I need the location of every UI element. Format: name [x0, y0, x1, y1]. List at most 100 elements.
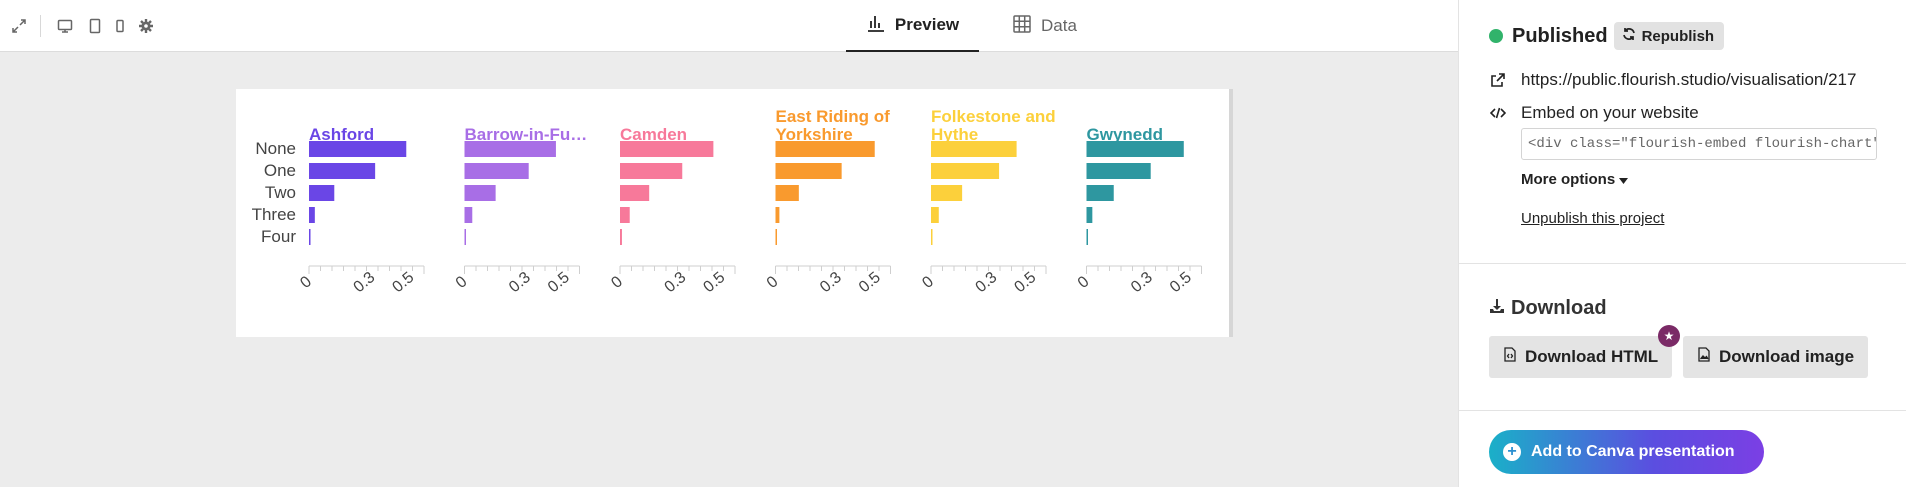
bar — [464, 163, 529, 179]
x-tick-label: 0.3 — [350, 269, 378, 296]
republish-button[interactable]: Republish — [1613, 22, 1725, 50]
refresh-icon — [1622, 27, 1636, 45]
premium-star-badge: ★ — [1658, 325, 1680, 347]
publish-panel: Published Republish https://public.flour… — [1458, 0, 1906, 487]
table-grid-icon — [1012, 14, 1032, 39]
download-image-label: Download image — [1719, 347, 1855, 366]
bar — [931, 207, 939, 223]
bar — [931, 163, 1000, 179]
public-url-link[interactable]: https://public.flourish.studio/visualisa… — [1521, 70, 1857, 89]
x-tick-label: 0 — [453, 273, 471, 292]
published-status-dot — [1489, 29, 1503, 43]
bar — [464, 185, 496, 201]
bar — [775, 141, 875, 157]
republish-label: Republish — [1641, 27, 1715, 45]
x-tick-label: 0 — [608, 273, 626, 292]
bar — [464, 229, 466, 245]
bar — [775, 207, 780, 223]
panel-title: Barrow-in-Fu… — [465, 125, 588, 144]
category-label: None — [255, 139, 296, 158]
bar — [464, 207, 473, 223]
bar — [309, 185, 335, 201]
bar — [1086, 141, 1184, 157]
bar — [775, 185, 799, 201]
category-label: One — [264, 161, 296, 180]
bar — [620, 141, 714, 157]
panel-title: East Riding of Yorkshire — [776, 107, 891, 144]
x-tick-label: 0 — [764, 273, 782, 292]
x-tick-label: 0.5 — [856, 269, 884, 296]
tab-data-label: Data — [1041, 16, 1077, 35]
bar — [1086, 229, 1088, 245]
tablet-icon[interactable] — [86, 17, 104, 35]
category-label: Two — [265, 183, 296, 202]
bar — [1086, 207, 1093, 223]
x-tick-label: 0.5 — [1167, 269, 1195, 296]
download-icon — [1489, 297, 1505, 320]
panel-title: Folkestone and Hythe — [931, 107, 1056, 144]
bar — [931, 229, 933, 245]
panel-title: Camden — [620, 125, 687, 144]
published-label: Published — [1512, 24, 1608, 47]
x-tick-label: 0.3 — [506, 269, 534, 296]
x-tick-label: 0 — [297, 273, 315, 292]
toolbar-divider — [40, 15, 41, 37]
canva-button-label: Add to Canva presentation — [1531, 443, 1735, 460]
settings-icon[interactable] — [137, 17, 155, 35]
bar — [620, 229, 622, 245]
tab-data[interactable]: Data — [1012, 0, 1077, 52]
bar — [620, 163, 683, 179]
download-html-button[interactable]: Download HTML — [1489, 336, 1673, 378]
plus-icon: + — [1503, 443, 1521, 461]
category-label: Three — [252, 205, 296, 224]
download-image-button[interactable]: Download image — [1683, 336, 1869, 378]
more-options-toggle[interactable]: More options — [1521, 171, 1629, 188]
bar — [1086, 185, 1114, 201]
panel-title: Gwynedd — [1087, 125, 1164, 144]
bar — [620, 207, 630, 223]
x-tick-label: 0.3 — [661, 269, 689, 296]
publish-status: Published Republish — [1489, 22, 1725, 50]
x-tick-label: 0.3 — [1128, 269, 1156, 296]
bar — [464, 141, 556, 157]
download-heading: Download — [1489, 297, 1607, 320]
bar — [931, 141, 1017, 157]
desktop-icon[interactable] — [56, 17, 74, 35]
image-file-icon — [1697, 347, 1711, 367]
tab-preview-label: Preview — [894, 15, 960, 34]
x-tick-label: 0.3 — [817, 269, 845, 296]
more-options-label: More options — [1521, 171, 1616, 188]
caret-down-icon — [1619, 171, 1629, 188]
bar — [309, 207, 315, 223]
bar — [620, 185, 650, 201]
mobile-icon[interactable] — [111, 17, 129, 35]
editor-topbar: Preview Data — [0, 0, 1458, 52]
small-multiples-bar-chart: None One Two Three Four Ashford 0 0.3 0.5 Barrow-… — [252, 107, 1202, 296]
tab-preview[interactable]: Preview — [846, 0, 979, 52]
bar-chart-icon — [866, 13, 886, 38]
x-tick-label: 0.3 — [972, 269, 1000, 296]
add-to-canva-button[interactable]: + Add to Canva presentation — [1489, 430, 1764, 474]
x-tick-label: 0 — [1075, 273, 1093, 292]
chart-preview-card: None One Two Three Four Ashford 0 0.3 0.5 Barrow-… — [236, 89, 1233, 337]
panel-divider — [1459, 263, 1906, 264]
panel-divider — [1459, 410, 1906, 411]
bar — [309, 229, 311, 245]
x-tick-label: 0.5 — [545, 269, 573, 296]
x-tick-label: 0 — [919, 273, 937, 292]
x-tick-label: 0.5 — [1011, 269, 1039, 296]
category-label: Four — [261, 227, 296, 246]
panel-title: Ashford — [309, 125, 374, 144]
external-link-icon — [1489, 71, 1507, 89]
download-html-label: Download HTML — [1525, 347, 1659, 366]
embed-label: Embed on your website — [1521, 103, 1699, 122]
bar — [1086, 163, 1151, 179]
x-tick-label: 0.5 — [389, 269, 417, 296]
unpublish-link[interactable]: Unpublish this project — [1521, 210, 1665, 227]
bar — [775, 163, 842, 179]
embed-code-field[interactable]: <div class="flourish-embed flourish-char… — [1521, 128, 1877, 160]
bar — [931, 185, 963, 201]
download-title: Download — [1511, 297, 1607, 319]
html-file-icon — [1503, 347, 1517, 367]
expand-icon[interactable] — [10, 17, 28, 35]
